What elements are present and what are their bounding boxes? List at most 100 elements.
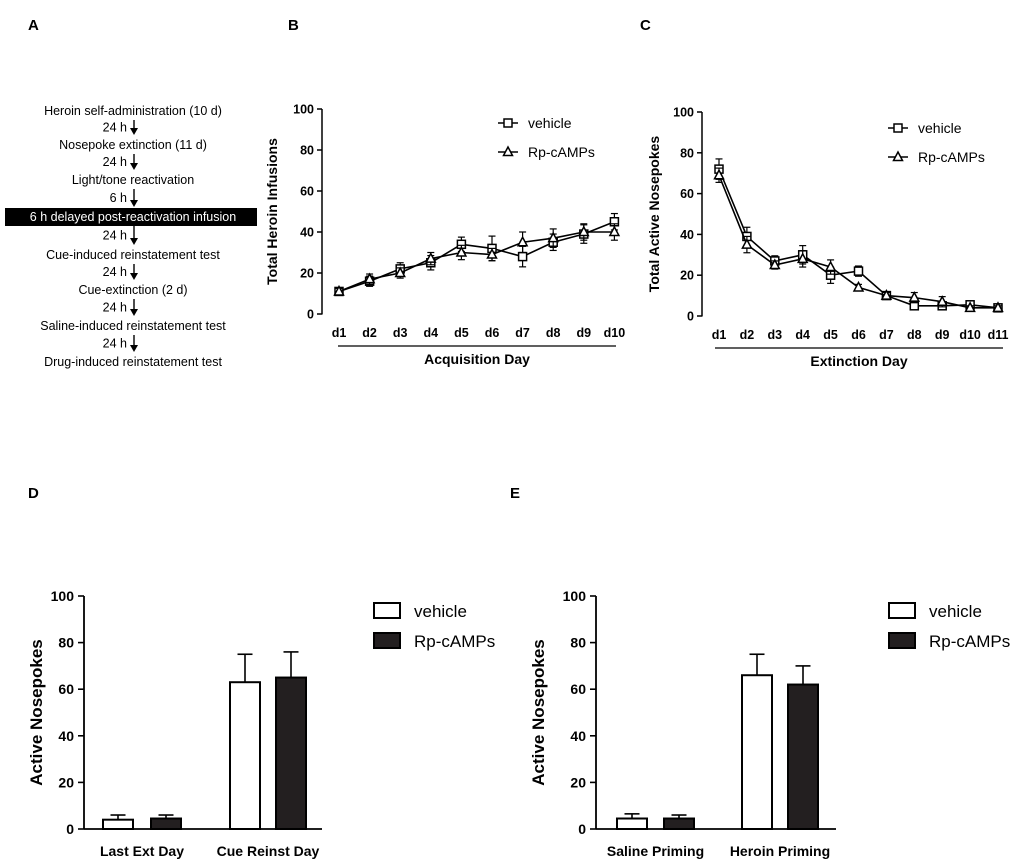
flow-interval-7: 24 h — [103, 337, 127, 351]
flow-interval-3: 6 h — [110, 191, 127, 205]
chart-c-extinction: 0 20 40 60 80 100 Total Active Nosepokes d1 d2 d3… — [646, 106, 1008, 370]
bar-rp-camps — [275, 676, 307, 830]
chart-b-acquisition: 0 20 40 60 80 100 Total Heroin Infusions d1 d2 d3… — [264, 103, 625, 368]
y-tick-label: 60 — [300, 185, 314, 199]
x-tick-label: Cue Reinst Day — [217, 843, 320, 859]
data-point-rp-camps — [908, 291, 921, 302]
flow-step-5: Cue-induced reinstatement test — [46, 248, 220, 262]
protocol-flowchart: Heroin self-administration (10 d) Nosepok… — [5, 104, 257, 369]
legend-label: vehicle — [414, 602, 467, 621]
data-point-rp-camps — [852, 280, 865, 292]
legend-label: Rp-cAMPs — [918, 149, 985, 165]
x-tick-label: d11 — [988, 328, 1009, 342]
bar-vehicle — [616, 817, 648, 831]
y-tick-label: 100 — [293, 103, 314, 117]
panel-letter-a: A — [28, 17, 39, 34]
flow-interval-4: 24 h — [103, 229, 127, 243]
x-tick-label: d1 — [712, 328, 727, 342]
panel-letter-b: B — [288, 17, 299, 34]
bar-rp-camps — [150, 817, 182, 831]
y-tick-label: 40 — [570, 728, 586, 744]
y-tick-label: 20 — [300, 267, 314, 281]
legend-swatch-rp-camps — [373, 632, 401, 649]
x-axis-title: Extinction Day — [810, 353, 907, 369]
data-point-rp-camps — [992, 301, 1004, 313]
flow-arrowhead-6 — [130, 309, 138, 316]
x-tick-label: Last Ext Day — [100, 843, 184, 859]
x-tick-label: d4 — [795, 328, 810, 342]
flow-step-3: Light/tone reactivation — [72, 173, 194, 187]
x-tick-label: d2 — [740, 328, 755, 342]
data-point-rp-camps — [486, 247, 498, 259]
x-tick-label: d5 — [823, 328, 838, 342]
x-tick-label: d9 — [935, 328, 950, 342]
y-tick-label: 80 — [680, 146, 694, 160]
data-point-rp-camps — [578, 225, 590, 237]
x-tick-label: d2 — [362, 326, 377, 340]
panel-letter-c: C — [640, 17, 651, 34]
y-tick-label: 40 — [58, 728, 74, 744]
legend-label: vehicle — [929, 602, 982, 621]
x-tick-label: d3 — [768, 328, 783, 342]
y-tick-label: 100 — [51, 588, 75, 604]
data-point-rp-camps — [333, 284, 345, 296]
y-tick-label: 20 — [570, 774, 586, 790]
data-point-rp-camps — [425, 252, 437, 263]
y-tick-label: 100 — [673, 106, 694, 120]
data-point-rp-camps — [741, 237, 753, 249]
x-tick-label: d5 — [454, 326, 469, 340]
data-point-rp-camps — [964, 301, 976, 313]
x-tick-label: Saline Priming — [607, 843, 704, 859]
y-tick-label: 20 — [58, 774, 74, 790]
x-tick-label: d10 — [604, 326, 626, 340]
flow-step-8: Drug-induced reinstatement test — [44, 355, 222, 369]
data-point-rp-camps — [936, 295, 948, 306]
chart-d-cue-reinstatement: 0 20 40 60 80 100 Active Nosepokes Last Ext Day… — [27, 588, 495, 859]
y-tick-label: 0 — [687, 310, 694, 324]
flow-arrowhead-3 — [130, 200, 138, 207]
legend-label: vehicle — [918, 120, 962, 136]
x-tick-label: d7 — [515, 326, 530, 340]
flow-step-6: Cue-extinction (2 d) — [78, 283, 187, 297]
x-tick-label: d9 — [577, 326, 592, 340]
y-tick-label: 100 — [563, 588, 587, 604]
y-tick-label: 60 — [680, 187, 694, 201]
bar-rp-camps — [663, 817, 695, 831]
y-tick-label: 20 — [680, 269, 694, 283]
legend-marker-vehicle — [503, 118, 513, 128]
data-point-rp-camps — [880, 288, 893, 300]
legend-marker-vehicle — [893, 123, 903, 133]
flow-step-4: 6 h delayed post-reactivation infusion — [30, 210, 236, 224]
flow-interval-2: 24 h — [103, 155, 127, 169]
y-tick-label: 40 — [300, 226, 314, 240]
flow-interval-6: 24 h — [103, 301, 127, 315]
x-tick-label: d7 — [879, 328, 894, 342]
y-tick-label: 0 — [307, 308, 314, 322]
chart-e-priming: 0 20 40 60 80 100 Active Nosepokes Saline Primi… — [529, 588, 1010, 859]
x-tick-label: Heroin Priming — [730, 843, 830, 859]
data-point-rp-camps — [713, 168, 725, 180]
flow-arrowhead-7 — [130, 345, 138, 352]
y-axis-title: Active Nosepokes — [27, 639, 46, 785]
legend-label: vehicle — [528, 115, 572, 131]
y-tick-label: 60 — [570, 681, 586, 697]
x-tick-label: d8 — [546, 326, 561, 340]
flow-arrowhead-2 — [130, 163, 138, 170]
y-axis-title: Total Active Nosepokes — [646, 136, 662, 293]
flow-arrowhead-1 — [130, 128, 138, 135]
flow-interval-5: 24 h — [103, 265, 127, 279]
bar-rp-camps — [787, 683, 819, 830]
legend-swatch-vehicle — [888, 602, 916, 619]
series-line-vehicle — [338, 221, 615, 293]
data-point-rp-camps — [608, 225, 621, 237]
y-tick-label: 0 — [66, 821, 74, 837]
x-axis-title: Acquisition Day — [424, 351, 530, 367]
data-point-rp-camps — [547, 231, 559, 243]
y-tick-label: 80 — [300, 144, 314, 158]
data-point-vehicle — [517, 251, 528, 262]
series-line-rp-camps — [338, 231, 615, 293]
legend-label: Rp-cAMPs — [414, 632, 495, 651]
flow-step-2: Nosepoke extinction (11 d) — [59, 138, 207, 152]
x-tick-label: d6 — [485, 326, 500, 340]
